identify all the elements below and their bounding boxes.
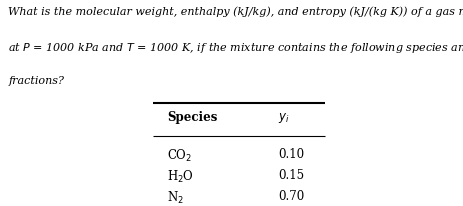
Text: Species: Species xyxy=(167,111,217,124)
Text: fractions?: fractions? xyxy=(8,76,64,86)
Text: $y_i$: $y_i$ xyxy=(278,111,289,125)
Text: 0.10: 0.10 xyxy=(278,148,304,161)
Text: N$_2$: N$_2$ xyxy=(167,190,183,206)
Text: CO$_2$: CO$_2$ xyxy=(167,148,192,164)
Text: at $P$ = 1000 kPa and $T$ = 1000 K, if the mixture contains the following specie: at $P$ = 1000 kPa and $T$ = 1000 K, if t… xyxy=(8,41,463,55)
Text: H$_2$O: H$_2$O xyxy=(167,169,194,185)
Text: What is the molecular weight, enthalpy (kJ/kg), and entropy (kJ/(kg K)) of a gas: What is the molecular weight, enthalpy (… xyxy=(8,6,463,17)
Text: 0.70: 0.70 xyxy=(278,190,304,202)
Text: 0.15: 0.15 xyxy=(278,169,304,182)
